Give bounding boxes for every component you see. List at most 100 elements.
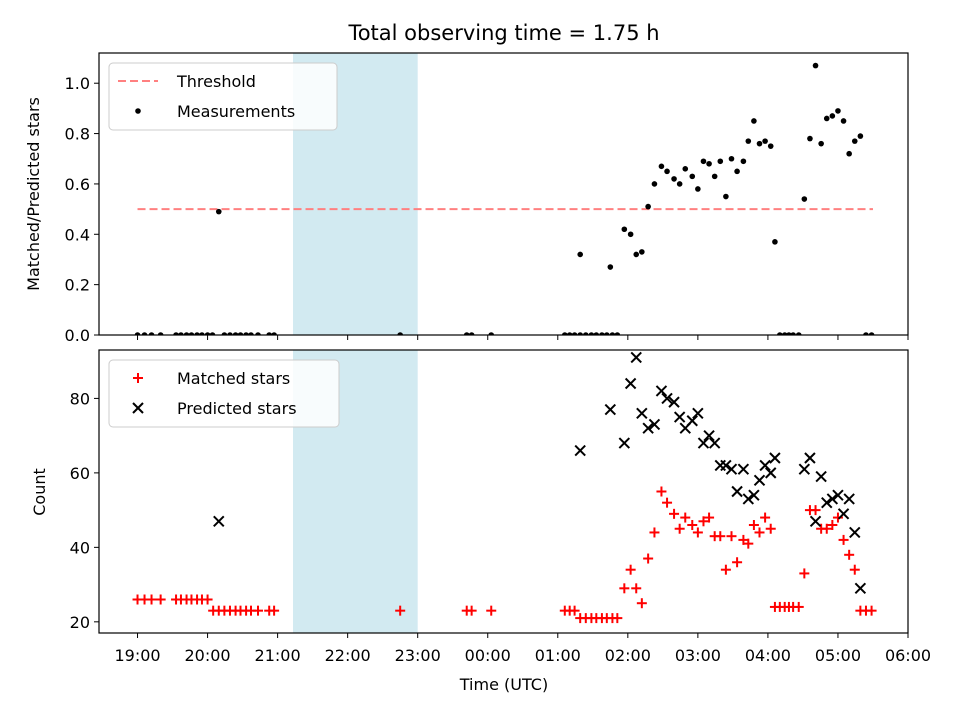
predicted-star-marker	[826, 493, 839, 505]
matched-star-marker	[838, 534, 849, 545]
measurement-point	[488, 332, 495, 335]
measurement-point	[658, 163, 665, 170]
measurement-point	[588, 332, 595, 335]
predicted-star-marker	[697, 437, 710, 449]
measurement-point	[157, 332, 164, 335]
measurement-point	[248, 332, 254, 335]
bottom-axes-frame	[98, 349, 909, 634]
bottom-data	[132, 351, 877, 624]
measurement-point	[633, 251, 640, 258]
x-tick-label: 22:00	[325, 646, 371, 665]
measurement-point	[614, 332, 621, 335]
bottom-y-axis-label: Count	[30, 468, 49, 516]
measurement-point	[599, 332, 605, 335]
legend-label: Threshold	[176, 72, 256, 91]
measurement-point	[204, 332, 211, 335]
measurement-point	[639, 249, 645, 255]
matched-star-marker	[810, 505, 821, 516]
measurement-point	[851, 138, 858, 144]
top-y-tick-label: 0.8	[65, 125, 90, 144]
predicted-star-marker	[731, 485, 743, 498]
legend-predicted-swatch	[132, 402, 144, 414]
measurement-point	[577, 332, 583, 335]
matched-star-marker	[631, 583, 642, 594]
predicted-star-marker	[759, 459, 771, 472]
measurement-point	[795, 332, 802, 335]
matched-star-marker	[252, 605, 263, 616]
top-y-tick-label: 1.0	[65, 74, 90, 93]
matched-star-marker	[799, 568, 810, 579]
x-tick-label: 03:00	[675, 646, 721, 665]
matched-star-marker	[202, 594, 213, 605]
measurement-point	[604, 332, 610, 335]
matched-star-marker	[625, 564, 636, 575]
measurement-point	[745, 138, 752, 144]
measurement-point	[756, 140, 763, 147]
top-y-tick-label: 0.2	[65, 276, 90, 295]
predicted-star-marker	[213, 515, 225, 527]
measurement-point	[767, 143, 774, 149]
measurement-point	[194, 332, 200, 335]
predicted-star-marker	[604, 403, 617, 416]
predicted-star-marker	[849, 526, 861, 539]
predicted-star-marker	[636, 407, 648, 420]
x-tick-label: 02:00	[605, 646, 651, 665]
predicted-star-marker	[737, 463, 750, 475]
predicted-star-marker	[720, 459, 732, 472]
measurement-point	[173, 332, 179, 335]
matched-star-marker	[821, 523, 832, 534]
matched-star-marker	[760, 512, 771, 523]
measurement-point	[199, 332, 205, 335]
matched-star-marker	[715, 531, 726, 542]
predicted-star-marker	[673, 411, 686, 423]
measurement-point	[689, 173, 696, 180]
measurement-point	[777, 332, 783, 335]
matched-star-marker	[698, 516, 709, 527]
predicted-star-marker	[692, 407, 704, 420]
matched-star-marker	[692, 527, 703, 538]
predicted-star-marker	[837, 508, 850, 520]
x-tick-label: 06:00	[885, 646, 931, 665]
matched-star-marker	[619, 583, 630, 594]
predicted-star-marker	[769, 452, 781, 464]
measurement-point	[840, 118, 847, 124]
bottom-y-tick-label: 60	[70, 464, 90, 483]
measurement-point	[148, 332, 155, 335]
predicted-star-marker	[574, 444, 586, 457]
measurement-point	[801, 196, 808, 202]
predicted-star-marker	[832, 489, 844, 501]
x-tick-label: 21:00	[255, 646, 301, 665]
measurement-point	[835, 108, 841, 114]
measurement-point	[706, 160, 712, 167]
measurement-point	[134, 332, 141, 335]
predicted-star-marker	[748, 489, 760, 501]
top-legend-box	[108, 62, 338, 131]
matched-star-marker	[687, 520, 698, 531]
measurement-point	[607, 264, 614, 270]
measurement-point	[781, 332, 788, 335]
measurement-point	[609, 332, 616, 335]
measurement-point	[577, 251, 583, 258]
measurement-point	[812, 62, 819, 69]
matched-star-marker	[726, 531, 737, 542]
measurement-point	[571, 332, 578, 335]
predicted-star-marker	[854, 582, 867, 595]
top-y-tick-label: 0.0	[65, 326, 90, 345]
bottom-y-tick-label: 80	[70, 389, 90, 408]
predicted-star-marker	[804, 452, 816, 464]
matched-star-marker	[680, 512, 691, 523]
measurement-point	[664, 168, 670, 175]
measurement-point	[740, 158, 747, 165]
bottom-legend-box	[108, 359, 340, 428]
measurement-point	[243, 332, 249, 335]
measurement-point	[209, 332, 216, 335]
matched-star-marker	[643, 553, 654, 564]
bottom-y-tick-label: 40	[70, 538, 90, 557]
measurement-point	[141, 332, 148, 335]
bottom-legend: Matched stars Predicted stars	[108, 359, 340, 428]
x-tick-label: 05:00	[815, 646, 861, 665]
matched-star-marker	[155, 594, 166, 605]
measurement-point	[183, 332, 190, 335]
measurement-point	[671, 176, 677, 182]
